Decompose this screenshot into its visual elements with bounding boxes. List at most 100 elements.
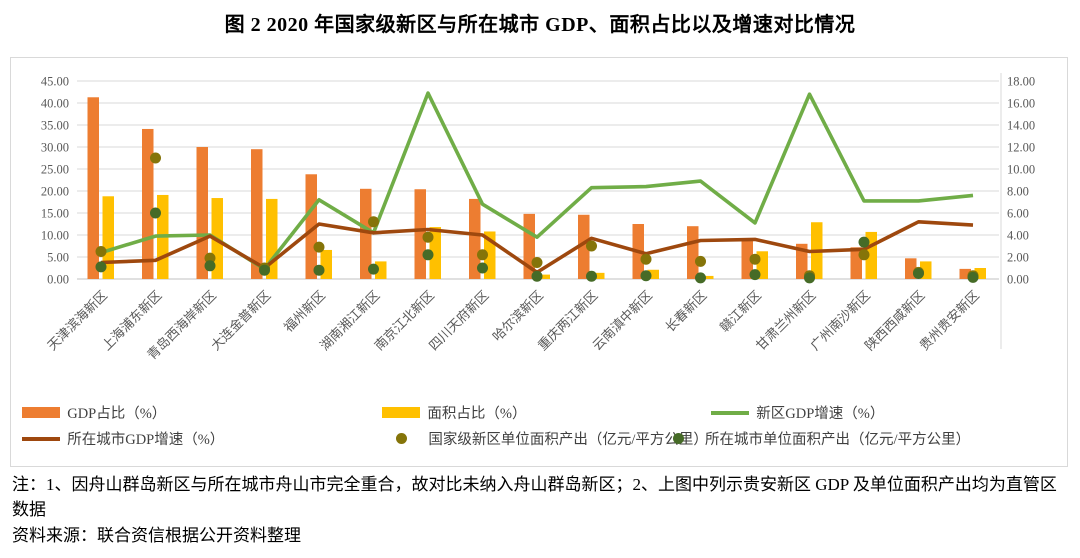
dot [640, 270, 652, 282]
dot [967, 271, 979, 283]
svg-text:4.00: 4.00 [1007, 229, 1029, 243]
dot [477, 249, 488, 261]
dot [695, 255, 706, 267]
svg-text:2.00: 2.00 [1007, 251, 1029, 265]
dot [313, 241, 325, 253]
svg-text:18.00: 18.00 [1007, 75, 1035, 89]
bar [523, 213, 535, 279]
bar [414, 189, 426, 279]
svg-text:16.00: 16.00 [1007, 97, 1035, 111]
svg-text:45.00: 45.00 [41, 75, 69, 89]
legend-row-2: 所在城市GDP增速（%） 国家级新区单位面积产出（亿元/平方公里） 所在城市单位… [17, 428, 1061, 454]
bar [196, 147, 208, 279]
x-axis-label: 福州新区 [281, 288, 328, 335]
gdp-share-swatch-icon [22, 407, 61, 418]
chart-frame: 0.00 5.00 10.00 15.00 20.00 25.00 30.00 35.00 40… [10, 57, 1068, 467]
bar [102, 196, 114, 279]
svg-text:35.00: 35.00 [41, 119, 69, 133]
svg-text:0.00: 0.00 [47, 273, 69, 287]
dot [95, 261, 107, 273]
bar [142, 128, 154, 279]
newarea-unit-output-dot-icon [396, 433, 408, 444]
svg-text:40.00: 40.00 [41, 97, 69, 111]
dot [531, 270, 543, 282]
dot [531, 257, 543, 268]
dots-city-unit-output [95, 207, 979, 284]
legend-city-growth: 所在城市GDP增速（%） [22, 428, 224, 449]
source-text: 资料来源：联合资信根据公开资料整理 [12, 526, 301, 546]
dot [150, 152, 161, 164]
svg-text:6.00: 6.00 [1007, 207, 1029, 221]
legend-city-growth-label: 所在城市GDP增速（%） [67, 432, 225, 448]
dot [422, 249, 434, 261]
svg-text:0.00: 0.00 [1007, 273, 1029, 287]
bar [593, 272, 605, 279]
bar [959, 268, 971, 279]
line-newarea-gdp-growth [100, 91, 974, 271]
bar [87, 97, 99, 279]
city-unit-output-dot-icon [673, 433, 685, 444]
bar [850, 247, 862, 279]
legend-gdp-share: GDP占比（%） [22, 402, 166, 423]
bar [538, 274, 550, 279]
bar [702, 275, 714, 279]
bar [741, 238, 753, 279]
legend-newarea-growth-label: 新区GDP增速（%） [756, 406, 885, 422]
svg-text:12.00: 12.00 [1007, 141, 1035, 155]
dot [204, 252, 216, 264]
bars-gdp-share [87, 97, 971, 279]
dot [749, 253, 761, 265]
dot [150, 207, 161, 219]
right-axis-labels: 0.00 2.00 4.00 6.00 8.00 10.00 12.00 14.00 16.00… [1007, 75, 1035, 287]
note-text: 注：1、因舟山群岛新区与所在城市舟山市完全重合，故对比未纳入舟山群岛新区；2、上… [12, 475, 1057, 519]
legend-row-1: GDP占比（%） 面积占比（%） 新区GDP增速（%） [17, 402, 1061, 428]
legend-city-unit-output-label: 所在城市单位面积产出（亿元/平方公里） [705, 432, 971, 448]
bar [360, 188, 372, 279]
legend-newarea-unit-output: 国家级新区单位面积产出（亿元/平方公里） [382, 428, 708, 449]
dot [749, 269, 761, 281]
svg-text:20.00: 20.00 [41, 185, 69, 199]
dot [259, 264, 270, 276]
legend-area-share: 面积占比（%） [382, 402, 526, 423]
dot [586, 270, 597, 282]
legend-area-share-label: 面积占比（%） [427, 406, 527, 422]
bar [920, 261, 932, 279]
svg-text:14.00: 14.00 [1007, 119, 1035, 133]
bar [429, 227, 441, 279]
bar [320, 249, 332, 279]
dot [368, 216, 379, 228]
dot [204, 260, 216, 272]
x-axis-label: 赣江新区 [717, 288, 764, 335]
area-share-swatch-icon [382, 407, 421, 418]
bar [375, 261, 387, 279]
legend-newarea-unit-output-label: 国家级新区单位面积产出（亿元/平方公里） [428, 432, 708, 448]
dot [695, 272, 706, 284]
bar [469, 198, 481, 279]
dot [586, 240, 597, 252]
bar [266, 198, 278, 279]
svg-text:8.00: 8.00 [1007, 185, 1029, 199]
bar [305, 174, 317, 279]
chart-title: 图 2 2020 年国家级新区与所在城市 GDP、面积占比以及增速对比情况 [224, 14, 856, 36]
svg-text:15.00: 15.00 [41, 207, 69, 221]
chart-canvas: 0.00 5.00 10.00 15.00 20.00 25.00 30.00 35.00 40… [41, 73, 1035, 362]
bar [687, 226, 699, 279]
legend-newarea-growth: 新区GDP增速（%） [711, 402, 884, 423]
bar [484, 231, 496, 279]
dot [640, 253, 652, 265]
bar [865, 231, 877, 279]
footnotes: 注：1、因舟山群岛新区与所在城市舟山市完全重合，故对比未纳入舟山群岛新区；2、上… [12, 473, 1070, 549]
bar [905, 258, 917, 279]
dot [804, 272, 815, 284]
svg-text:25.00: 25.00 [41, 163, 69, 177]
x-axis-label: 哈尔滨新区 [490, 288, 547, 345]
dot [913, 268, 924, 279]
dot [858, 249, 870, 261]
svg-text:10.00: 10.00 [41, 229, 69, 243]
chart-legend: GDP占比（%） 面积占比（%） 新区GDP增速（%） 所在城市GDP增速（%）… [17, 402, 1061, 454]
newarea-growth-swatch-icon [711, 410, 750, 415]
bar [974, 268, 986, 279]
dot [422, 231, 434, 243]
svg-text:30.00: 30.00 [41, 141, 69, 155]
legend-gdp-share-label: GDP占比（%） [67, 406, 167, 422]
